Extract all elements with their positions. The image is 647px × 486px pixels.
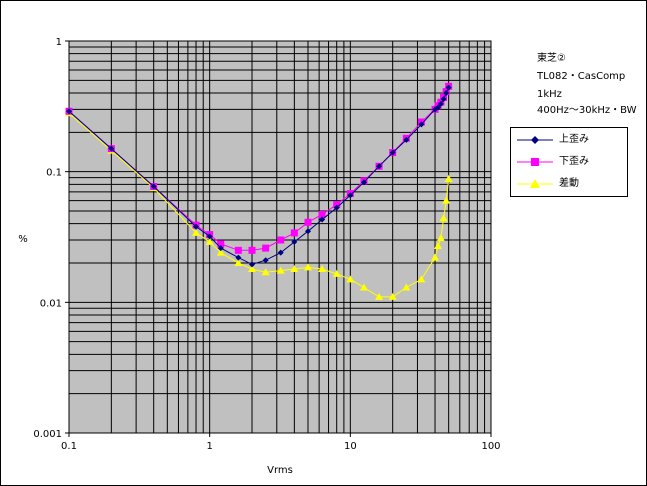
point-lower (304, 218, 312, 226)
point-differential (303, 263, 312, 271)
point-upper (206, 233, 213, 240)
point-differential (444, 174, 453, 182)
x-tick-label: 10 (344, 441, 357, 452)
point-lower (290, 229, 298, 237)
y-tick-label: 0.1 (46, 168, 62, 179)
point-differential (332, 269, 341, 277)
x-tick-label: 100 (481, 441, 500, 452)
point-lower (217, 240, 225, 248)
point-lower (277, 236, 285, 244)
point-upper (108, 145, 115, 152)
point-differential (234, 258, 243, 266)
x-tick-label: 0.1 (61, 441, 77, 452)
point-upper (291, 238, 298, 245)
point-upper (443, 89, 450, 96)
point-differential (436, 234, 445, 242)
point-upper (445, 84, 452, 91)
point-differential (192, 228, 201, 236)
point-upper (150, 183, 157, 190)
legend-label-lower: 下歪み (559, 156, 589, 167)
legend-item-upper: 上歪み (511, 132, 627, 148)
point-upper (437, 100, 444, 107)
annotation-line-4: 400Hz～30kHz・BW (537, 105, 637, 116)
point-differential (359, 283, 368, 291)
point-differential (434, 241, 443, 249)
point-differential (205, 237, 214, 245)
point-lower (318, 211, 326, 219)
point-upper (277, 249, 284, 256)
point-lower (333, 201, 341, 209)
y-axis-label: % (18, 234, 28, 245)
point-differential (276, 266, 285, 274)
point-upper (304, 228, 311, 235)
point-lower (262, 244, 270, 252)
y-tick-label: 0.01 (40, 298, 62, 309)
point-differential (346, 275, 355, 283)
plot-border (68, 40, 492, 434)
point-differential (442, 196, 451, 204)
legend-swatch-differential (517, 179, 553, 188)
point-differential (402, 283, 411, 291)
point-upper (217, 245, 224, 252)
x-axis-label: Vrms (267, 465, 293, 476)
point-upper (418, 121, 425, 128)
point-differential (417, 275, 426, 283)
point-lower (248, 246, 256, 254)
legend-label-differential: 差動 (559, 178, 579, 189)
point-upper (376, 163, 383, 170)
point-upper (193, 223, 200, 230)
point-differential (375, 292, 384, 300)
point-differential (290, 264, 299, 272)
point-lower (234, 246, 242, 254)
point-upper (360, 179, 367, 186)
point-differential (216, 248, 225, 256)
point-differential (248, 264, 257, 272)
x-tick-label: 1 (206, 441, 212, 452)
point-upper (435, 104, 442, 111)
point-upper (347, 192, 354, 199)
legend-label-upper: 上歪み (559, 134, 589, 145)
legend: 上歪み 下歪み 差動 (510, 127, 628, 197)
point-differential (318, 264, 327, 272)
point-upper (333, 204, 340, 211)
point-upper (389, 149, 396, 156)
point-upper (319, 216, 326, 223)
legend-item-differential: 差動 (511, 176, 627, 192)
legend-item-lower: 下歪み (511, 154, 627, 170)
legend-swatch-upper (517, 136, 553, 144)
y-tick-label: 1 (56, 37, 62, 48)
annotation-line-1: 東芝② (537, 53, 566, 64)
point-differential (431, 253, 440, 261)
point-upper (262, 257, 269, 264)
y-tick-label: 0.001 (33, 429, 62, 440)
point-differential (261, 268, 270, 276)
legend-swatch-lower (517, 158, 553, 166)
point-upper (403, 136, 410, 143)
point-upper (440, 95, 447, 102)
point-upper (249, 261, 256, 268)
annotation-line-2: TL082・CasComp (537, 71, 626, 82)
point-differential (439, 214, 448, 222)
point-differential (388, 292, 397, 300)
annotation-line-3: 1kHz (537, 89, 562, 100)
point-upper (66, 108, 72, 115)
